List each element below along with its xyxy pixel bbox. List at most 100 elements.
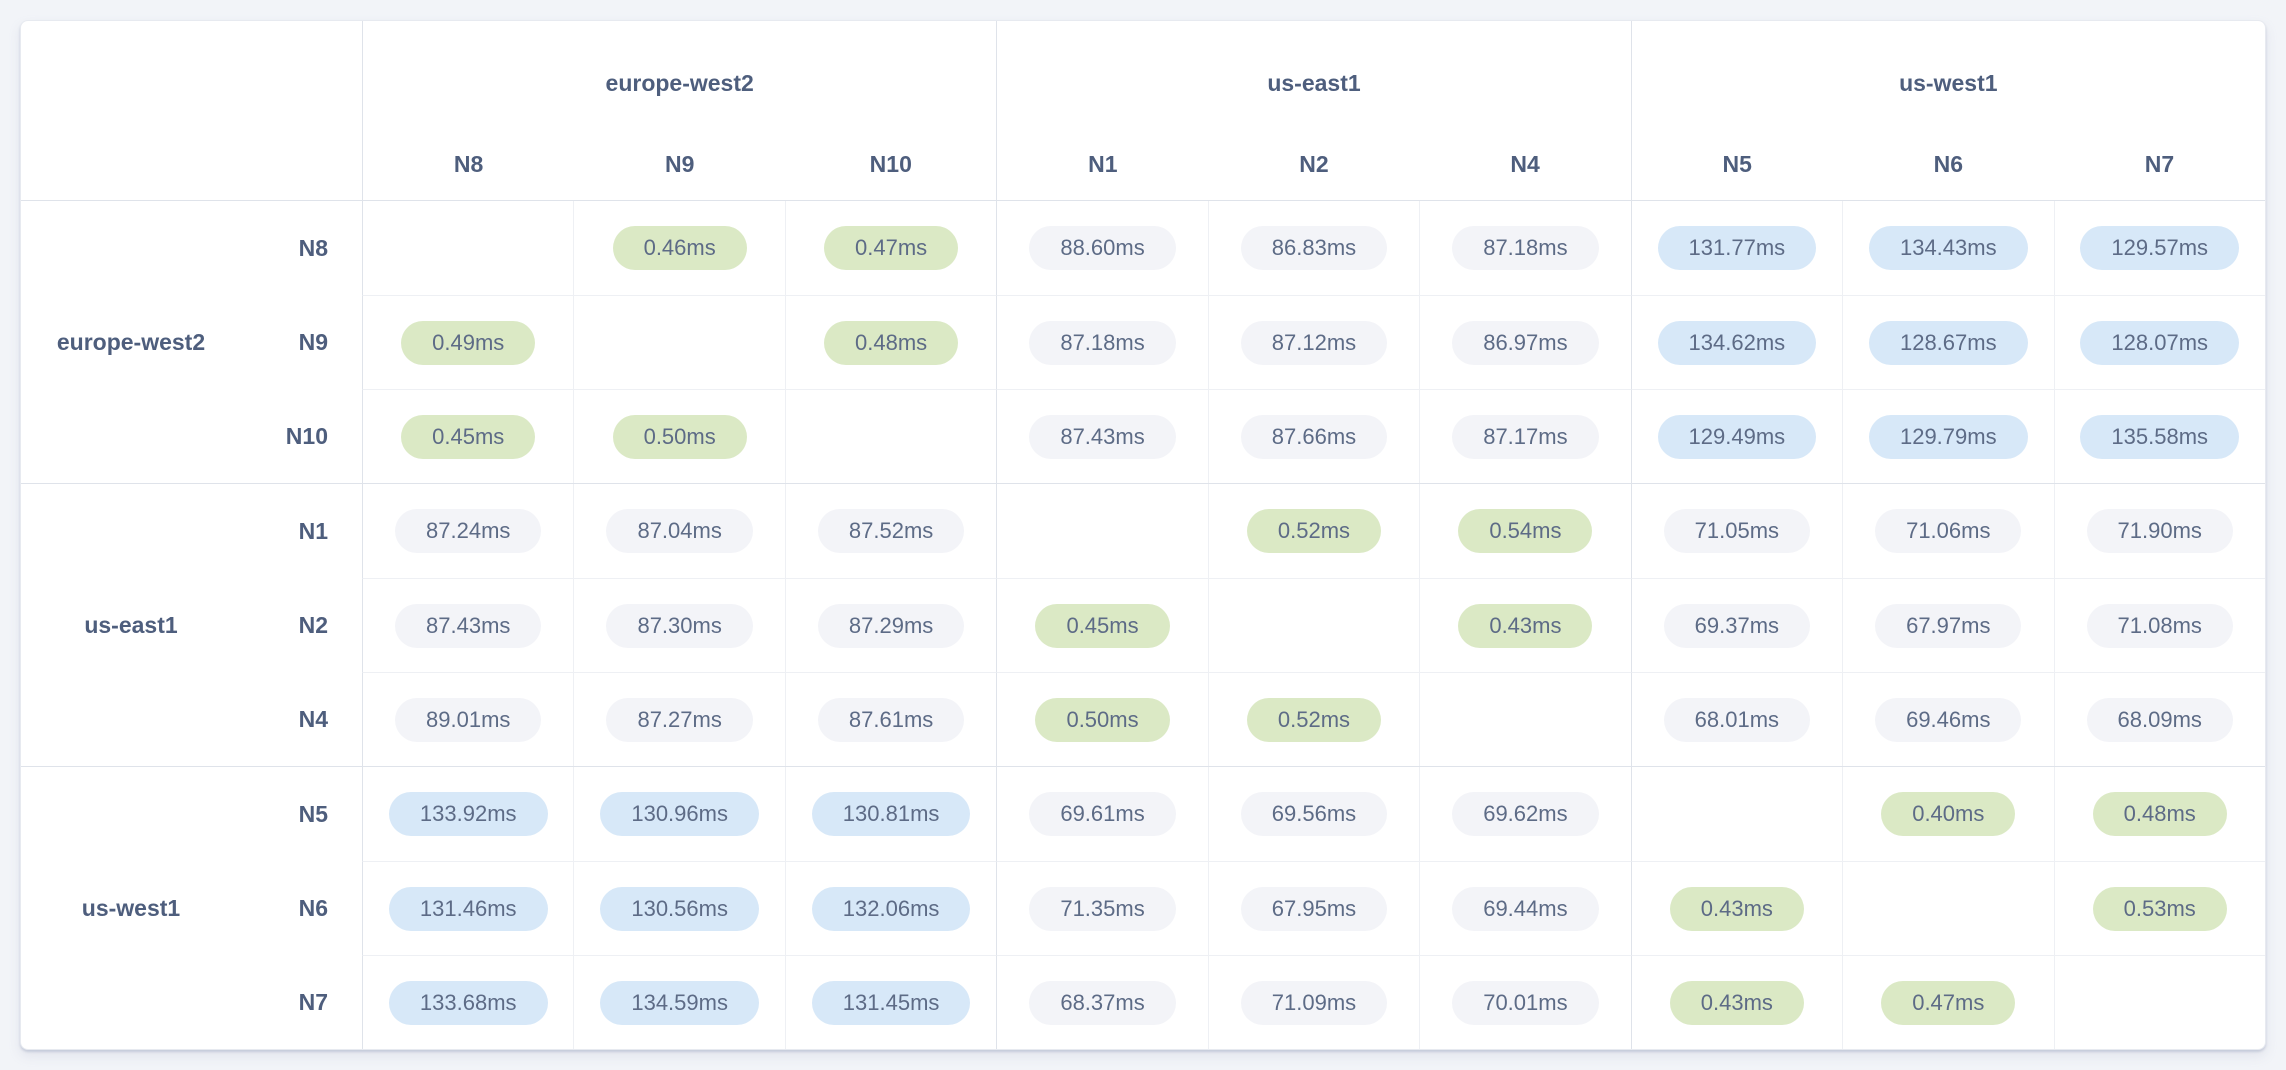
latency-cell[interactable]: 130.56ms [573,861,785,955]
latency-pill[interactable]: 87.18ms [1029,320,1176,365]
latency-cell[interactable]: 135.58ms [2053,389,2265,483]
latency-pill[interactable]: 69.46ms [1875,697,2022,742]
latency-cell[interactable]: 87.12ms [1207,295,1420,389]
latency-cell[interactable]: 0.43ms [1419,578,1631,672]
latency-cell[interactable]: 134.43ms [1842,201,2053,295]
latency-cell[interactable]: 67.95ms [1207,861,1420,955]
latency-pill[interactable]: 0.45ms [1035,603,1170,648]
latency-cell[interactable]: 133.92ms [362,767,573,861]
latency-cell[interactable]: 69.37ms [1630,578,1843,672]
latency-pill[interactable]: 131.46ms [388,886,548,931]
latency-cell[interactable]: 130.96ms [573,767,784,861]
latency-pill[interactable]: 87.27ms [606,697,753,742]
latency-pill[interactable]: 71.35ms [1029,886,1176,931]
latency-cell[interactable]: 71.35ms [996,861,1208,955]
latency-pill[interactable]: 87.30ms [606,603,753,648]
latency-pill[interactable]: 89.01ms [395,697,542,742]
latency-cell[interactable]: 0.52ms [1207,484,1419,578]
latency-pill[interactable]: 0.45ms [401,414,536,459]
latency-pill[interactable]: 69.61ms [1029,792,1176,836]
latency-pill[interactable]: 0.49ms [401,320,536,365]
latency-cell[interactable]: 87.18ms [1419,201,1630,295]
latency-cell[interactable]: 68.09ms [2053,672,2265,766]
latency-cell[interactable]: 131.45ms [784,955,997,1049]
latency-pill[interactable]: 0.43ms [1458,603,1593,648]
latency-pill[interactable]: 86.97ms [1452,320,1599,365]
latency-pill[interactable]: 130.56ms [600,886,759,931]
latency-pill[interactable]: 0.47ms [1881,980,2016,1025]
latency-cell[interactable]: 69.44ms [1419,861,1631,955]
latency-cell[interactable]: 69.62ms [1419,767,1630,861]
latency-pill[interactable]: 129.79ms [1868,414,2028,459]
latency-pill[interactable]: 0.43ms [1669,980,1804,1025]
latency-cell[interactable]: 71.09ms [1207,955,1420,1049]
latency-pill[interactable]: 133.92ms [388,792,548,836]
latency-cell[interactable]: 89.01ms [362,672,574,766]
latency-pill[interactable]: 0.47ms [824,226,959,270]
latency-pill[interactable]: 69.56ms [1240,792,1388,836]
latency-pill[interactable]: 69.37ms [1663,603,1811,648]
latency-pill[interactable]: 131.45ms [811,980,971,1025]
latency-cell[interactable]: 129.57ms [2053,201,2265,295]
latency-cell[interactable]: 0.50ms [573,389,785,483]
latency-pill[interactable]: 87.04ms [606,509,753,553]
latency-cell[interactable]: 0.48ms [784,295,997,389]
latency-pill[interactable]: 87.43ms [395,603,542,648]
latency-pill[interactable]: 87.17ms [1452,414,1599,459]
latency-pill[interactable]: 134.62ms [1657,320,1817,365]
latency-pill[interactable]: 131.77ms [1657,226,1817,270]
latency-pill[interactable]: 128.67ms [1868,320,2028,365]
latency-cell[interactable]: 129.79ms [1842,389,2054,483]
latency-pill[interactable]: 0.53ms [2092,886,2227,931]
latency-pill[interactable]: 67.95ms [1240,886,1388,931]
latency-pill[interactable]: 130.96ms [600,792,759,836]
latency-pill[interactable]: 135.58ms [2080,414,2240,459]
latency-cell[interactable]: 131.46ms [362,861,574,955]
latency-cell[interactable]: 87.24ms [362,484,573,578]
latency-cell[interactable]: 132.06ms [784,861,997,955]
latency-pill[interactable]: 71.08ms [2086,603,2233,648]
latency-cell[interactable]: 87.27ms [573,672,785,766]
latency-cell[interactable]: 0.47ms [1842,955,2054,1049]
latency-pill[interactable]: 87.52ms [817,509,965,553]
latency-cell[interactable]: 70.01ms [1419,955,1631,1049]
latency-pill[interactable]: 0.50ms [1035,697,1170,742]
latency-cell[interactable]: 87.17ms [1419,389,1631,483]
latency-pill[interactable]: 129.57ms [2080,226,2240,270]
latency-pill[interactable]: 87.61ms [817,697,965,742]
latency-pill[interactable]: 71.90ms [2086,509,2233,553]
latency-cell[interactable]: 71.05ms [1630,484,1842,578]
latency-cell[interactable]: 0.49ms [362,295,574,389]
latency-cell[interactable]: 87.61ms [784,672,997,766]
latency-cell[interactable]: 131.77ms [1630,201,1842,295]
latency-pill[interactable]: 70.01ms [1452,980,1599,1025]
latency-pill[interactable]: 0.40ms [1881,792,2016,836]
latency-pill[interactable]: 130.81ms [811,792,971,836]
latency-pill[interactable]: 87.29ms [817,603,965,648]
latency-cell[interactable]: 0.45ms [996,578,1208,672]
latency-pill[interactable]: 129.49ms [1657,414,1817,459]
latency-cell[interactable]: 87.52ms [784,484,996,578]
latency-cell[interactable]: 0.43ms [1630,955,1843,1049]
latency-pill[interactable]: 71.09ms [1240,980,1388,1025]
latency-cell[interactable]: 0.52ms [1207,672,1420,766]
latency-cell[interactable]: 87.29ms [784,578,997,672]
latency-cell[interactable]: 69.61ms [996,767,1207,861]
latency-cell[interactable]: 0.53ms [2053,861,2265,955]
latency-cell[interactable]: 0.47ms [784,201,996,295]
latency-pill[interactable]: 134.43ms [1868,226,2028,270]
latency-cell[interactable]: 69.46ms [1842,672,2054,766]
latency-cell[interactable]: 87.66ms [1207,389,1420,483]
latency-cell[interactable]: 87.43ms [996,389,1208,483]
latency-cell[interactable]: 0.45ms [362,389,574,483]
latency-pill[interactable]: 67.97ms [1875,603,2022,648]
latency-cell[interactable]: 69.56ms [1207,767,1419,861]
latency-cell[interactable]: 86.97ms [1419,295,1631,389]
latency-cell[interactable]: 68.37ms [996,955,1208,1049]
latency-cell[interactable]: 0.48ms [2053,767,2265,861]
latency-pill[interactable]: 0.52ms [1246,697,1382,742]
latency-pill[interactable]: 69.62ms [1452,792,1599,836]
latency-cell[interactable]: 134.62ms [1630,295,1843,389]
latency-pill[interactable]: 128.07ms [2080,320,2240,365]
latency-pill[interactable]: 0.48ms [824,320,959,365]
